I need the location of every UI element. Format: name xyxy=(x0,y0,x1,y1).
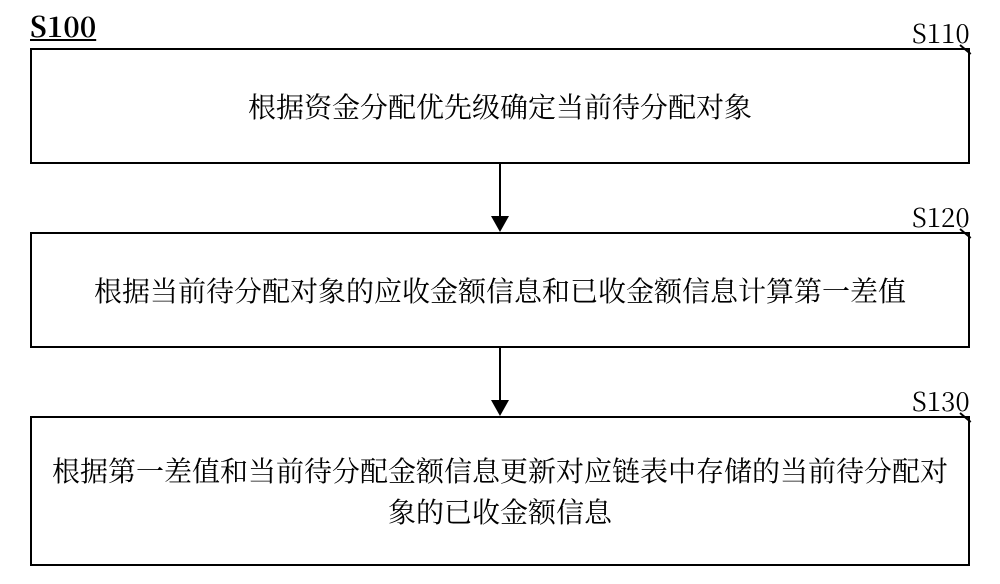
step-text-s130: 根据第一差值和当前待分配金额信息更新对应链表中存储的当前待分配对象的已收金额信息 xyxy=(50,450,950,531)
step-box-s110: 根据资金分配优先级确定当前待分配对象 xyxy=(30,48,970,164)
flowchart-canvas: S100 S110 根据资金分配优先级确定当前待分配对象 S120 根据当前待分… xyxy=(0,0,1000,584)
arrow-s110-s120-head xyxy=(491,216,509,232)
arrow-s120-s130-head xyxy=(491,400,509,416)
diagram-title: S100 xyxy=(30,6,96,46)
step-box-s130: 根据第一差值和当前待分配金额信息更新对应链表中存储的当前待分配对象的已收金额信息 xyxy=(30,416,970,566)
arrow-s110-s120-line xyxy=(499,164,501,216)
step-text-s120: 根据当前待分配对象的应收金额信息和已收金额信息计算第一差值 xyxy=(94,270,906,311)
arrow-s120-s130-line xyxy=(499,348,501,400)
step-text-s110: 根据资金分配优先级确定当前待分配对象 xyxy=(248,86,752,127)
step-box-s120: 根据当前待分配对象的应收金额信息和已收金额信息计算第一差值 xyxy=(30,232,970,348)
